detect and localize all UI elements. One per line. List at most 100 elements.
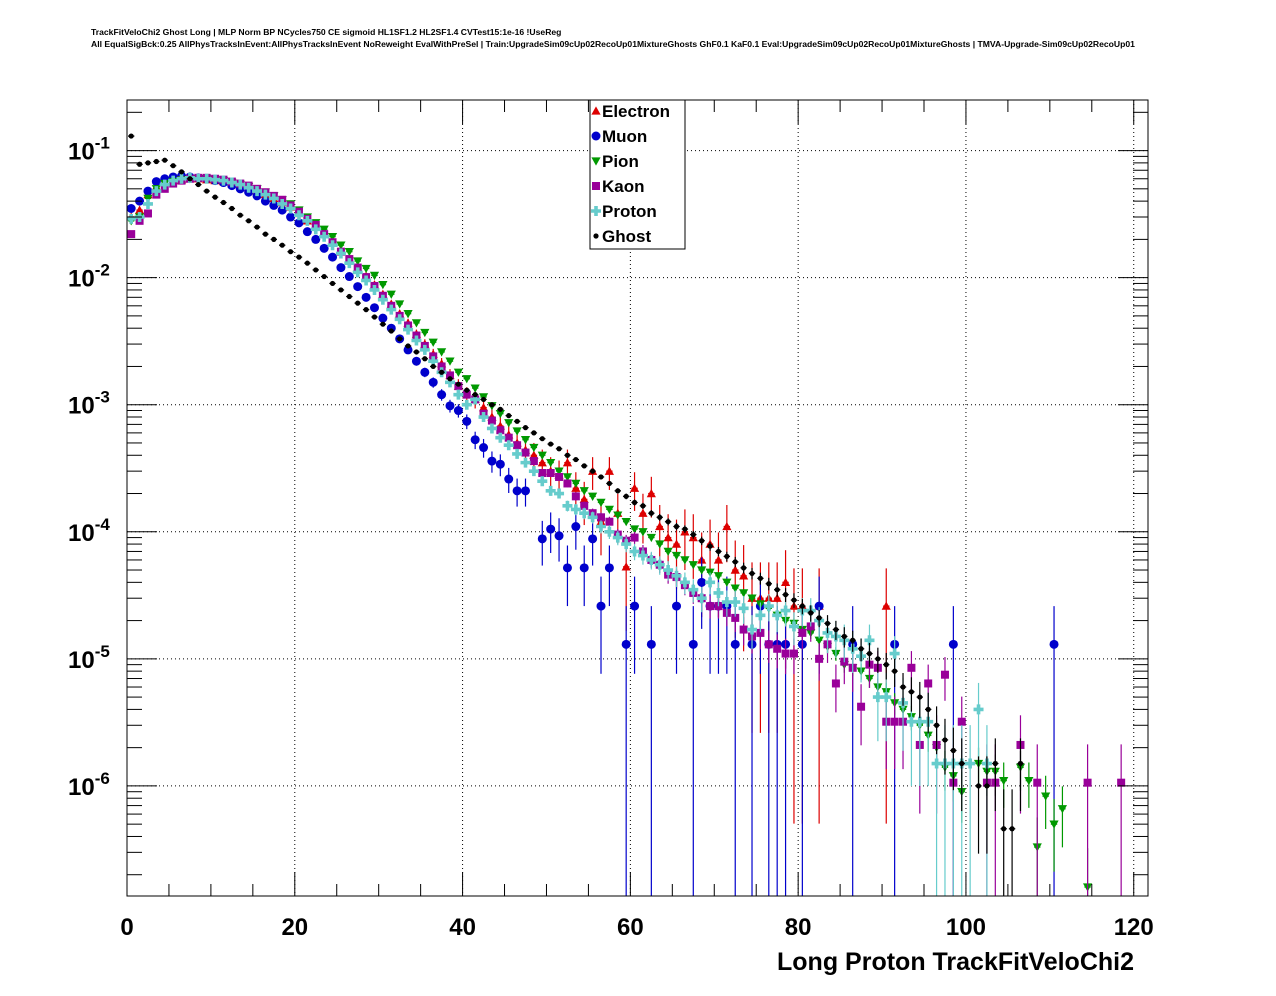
square-marker [546, 469, 555, 478]
data-point [394, 314, 405, 325]
cross-marker [470, 394, 481, 405]
data-point [705, 572, 716, 595]
cross-marker [763, 601, 774, 612]
data-point [176, 173, 187, 184]
legend: Electron Muon Pion Kaon Proton Ghost [589, 99, 686, 250]
dot-marker [791, 597, 797, 603]
cross-marker [218, 175, 229, 186]
data-point [764, 630, 773, 663]
dot-marker [866, 650, 873, 657]
triangle-down-marker [520, 436, 531, 445]
triangle-up-marker [772, 593, 782, 602]
circle-marker [579, 563, 589, 573]
triangle-down-marker [353, 257, 363, 266]
y-tick-exponent: -2 [95, 261, 110, 280]
data-point [211, 194, 219, 200]
data-point [630, 531, 639, 544]
data-point [505, 413, 512, 419]
data-point [128, 133, 135, 139]
square-marker [739, 625, 748, 634]
data-point [831, 664, 840, 713]
circle-marker [697, 577, 707, 587]
dot-marker [757, 575, 764, 581]
data-point [521, 478, 531, 507]
y-tick-base: 10 [68, 520, 95, 547]
data-point [571, 510, 581, 550]
circle-marker [554, 531, 564, 541]
circle-marker [814, 601, 824, 611]
data-point [824, 615, 831, 634]
data-point [564, 452, 571, 458]
data-point [361, 275, 372, 286]
square-marker [706, 602, 715, 611]
legend-label: Pion [602, 152, 639, 171]
plot-title-line-1: TrackFitVeloChi2 Ghost Long | MLP Norm B… [91, 27, 562, 37]
cross-marker [528, 466, 539, 477]
cross-marker [310, 224, 321, 235]
data-point [747, 594, 757, 603]
circle-marker [151, 177, 161, 187]
dot-marker [908, 689, 915, 695]
data-point [335, 248, 346, 259]
dot-marker [707, 543, 713, 549]
data-point [210, 174, 221, 185]
triangle-up-marker [881, 601, 891, 610]
triangle-down-marker [655, 540, 665, 549]
triangle-down-marker [470, 384, 480, 393]
cross-marker [352, 267, 363, 278]
dot-marker [338, 287, 344, 293]
data-point [537, 451, 547, 460]
data-point [780, 598, 791, 627]
cross-marker [252, 186, 263, 197]
circle-marker [630, 601, 640, 611]
cross-marker [461, 399, 472, 410]
data-point [504, 419, 514, 428]
data-point [539, 436, 546, 442]
triangle-up-marker [562, 458, 573, 467]
circle-marker [621, 639, 631, 649]
triangle-up-marker [604, 466, 614, 475]
square-marker [630, 533, 639, 542]
dot-marker [900, 684, 906, 690]
data-point [487, 451, 497, 473]
data-point [587, 511, 598, 524]
legend-label: Muon [602, 127, 647, 146]
circle-marker [286, 212, 296, 222]
data-point [622, 493, 630, 500]
legend-entry-muon: Muon [591, 127, 647, 146]
dot-marker [296, 254, 302, 260]
dot-marker [808, 610, 814, 616]
dot-marker [606, 480, 612, 487]
legend-entry-pion: Pion [591, 152, 639, 171]
data-point [521, 448, 530, 457]
dot-marker [766, 581, 772, 587]
cross-marker [419, 344, 430, 355]
dot-marker [782, 592, 789, 598]
dot-marker [204, 188, 210, 194]
data-point [419, 344, 430, 355]
data-point [554, 488, 565, 499]
dot-marker [858, 646, 864, 652]
data-point [1008, 789, 1016, 896]
data-point [706, 541, 714, 551]
triangle-up-marker [739, 571, 749, 580]
square-marker [907, 663, 916, 672]
cross-marker [914, 716, 925, 727]
dot-marker [346, 293, 352, 300]
cross-marker [579, 508, 590, 519]
dot-marker [472, 392, 478, 398]
cross-marker [747, 624, 758, 635]
data-point [638, 528, 648, 537]
data-point [697, 566, 707, 575]
square-marker [521, 448, 530, 457]
data-point [413, 349, 420, 355]
y-tick-exponent: -3 [95, 388, 110, 407]
data-point [480, 396, 487, 403]
data-point [950, 727, 957, 791]
data-point [529, 443, 539, 453]
data-point [654, 556, 665, 575]
cross-marker [554, 488, 565, 499]
data-point [504, 433, 513, 442]
data-point [520, 457, 531, 468]
square-marker [580, 501, 589, 510]
